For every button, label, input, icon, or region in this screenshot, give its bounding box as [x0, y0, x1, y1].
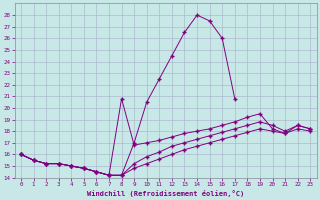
X-axis label: Windchill (Refroidissement éolien,°C): Windchill (Refroidissement éolien,°C)	[87, 190, 244, 197]
